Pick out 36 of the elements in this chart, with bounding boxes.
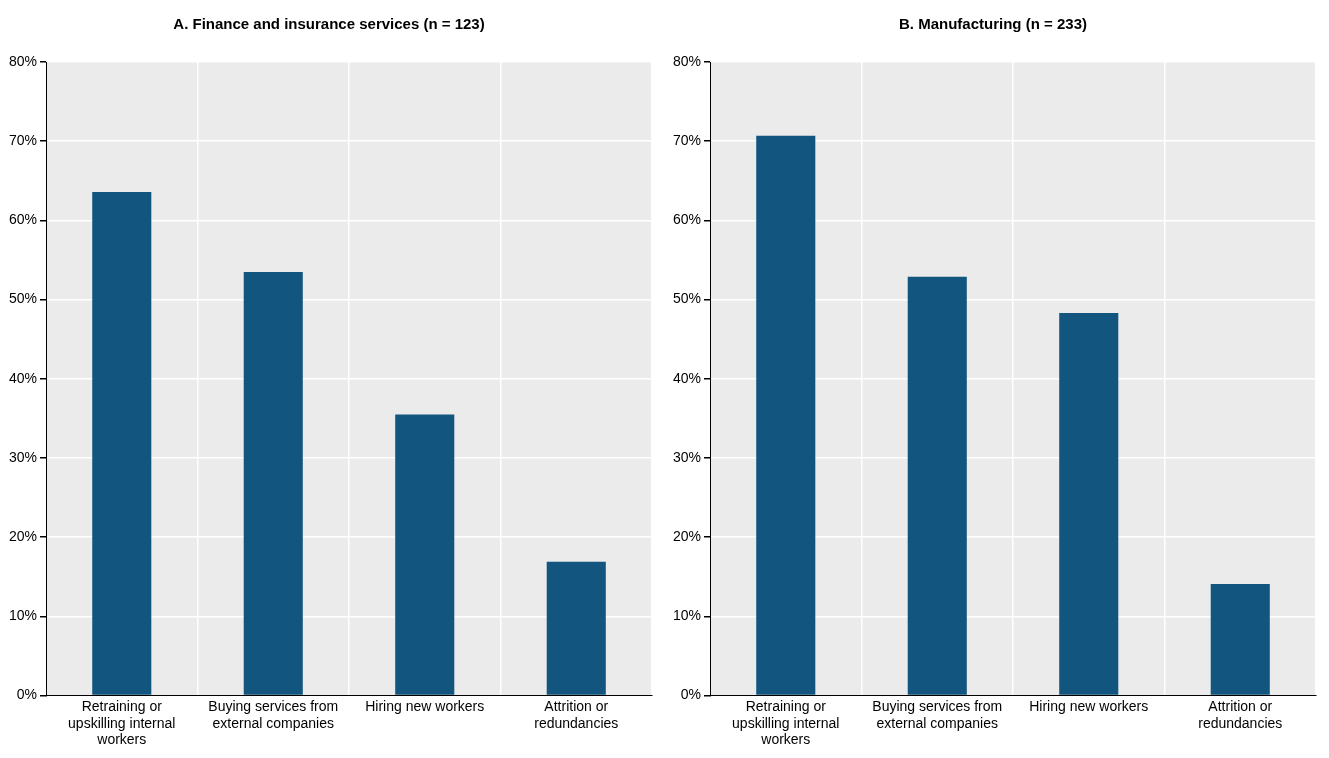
- bar: [756, 135, 816, 695]
- y-tick-label: 20%: [8, 528, 38, 545]
- bar: [1210, 583, 1270, 695]
- x-tick-label: Attrition or redundancies: [1198, 697, 1283, 731]
- x-tick-label: Retraining or upskilling internal workers: [68, 697, 176, 748]
- y-tick-label: 40%: [672, 369, 702, 386]
- y-tick-label: 80%: [8, 52, 38, 69]
- y-tick-label: 40%: [8, 369, 38, 386]
- chart-title: A. Finance and insurance services (n = 123): [173, 15, 485, 33]
- bar: [1059, 313, 1119, 695]
- y-tick-label: 50%: [672, 290, 702, 307]
- x-tick-label: Retraining or upskilling internal workers: [732, 697, 840, 748]
- bar: [243, 271, 303, 695]
- y-tick-label: 30%: [8, 448, 38, 465]
- x-tick-label: Buying services from external companies: [208, 697, 339, 731]
- y-tick-label: 50%: [8, 290, 38, 307]
- bar: [92, 191, 152, 695]
- y-tick-label: 0%: [16, 686, 38, 703]
- bar: [907, 276, 967, 695]
- y-tick-label: 60%: [8, 211, 38, 228]
- bar: [395, 414, 455, 695]
- x-tick-label: Buying services from external companies: [872, 697, 1003, 731]
- y-tick-label: 80%: [672, 52, 702, 69]
- y-tick-label: 70%: [8, 132, 38, 149]
- x-tick-label: Attrition or redundancies: [534, 697, 619, 731]
- chart-title: B. Manufacturing (n = 233): [899, 15, 1087, 33]
- y-tick-label: 70%: [672, 132, 702, 149]
- y-tick-label: 30%: [672, 448, 702, 465]
- y-tick-label: 0%: [680, 686, 702, 703]
- bar: [546, 561, 606, 695]
- y-tick-label: 10%: [672, 607, 702, 624]
- y-tick-label: 10%: [8, 607, 38, 624]
- y-tick-label: 20%: [672, 528, 702, 545]
- x-tick-label: Hiring new workers: [365, 697, 485, 714]
- y-tick-label: 60%: [672, 211, 702, 228]
- x-tick-label: Hiring new workers: [1029, 697, 1149, 714]
